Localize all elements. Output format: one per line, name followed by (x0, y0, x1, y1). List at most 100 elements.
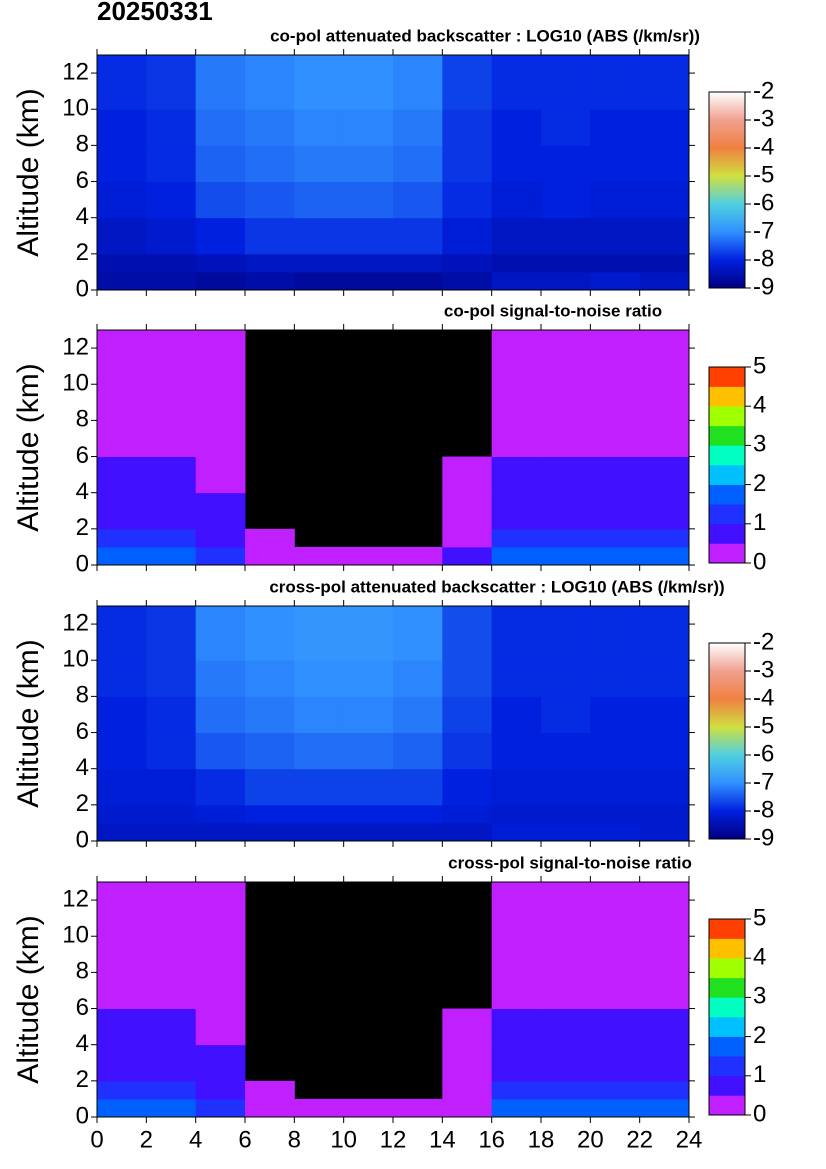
heat-cell (541, 492, 591, 530)
colorbar-tick-label: 0 (753, 1100, 766, 1127)
heat-cell (195, 696, 246, 734)
heat-cell (343, 253, 394, 273)
colorbar-tick-label: -7 (753, 768, 774, 795)
heat-cell (195, 972, 246, 1010)
heat-cell (343, 696, 394, 734)
heat-cell (590, 768, 641, 806)
heat-cell (541, 330, 591, 385)
panel-title: cross-pol signal-to-noise ratio (448, 853, 692, 872)
heat-cell (294, 660, 345, 697)
heat-cell (97, 660, 147, 697)
heat-cell (343, 732, 394, 770)
heat-cell (146, 456, 197, 494)
heat-cell (343, 271, 394, 291)
x-tick-label: 24 (676, 1126, 703, 1153)
heat-cell (97, 1080, 147, 1100)
panel-title: co-pol attenuated backscatter : LOG10 (A… (270, 26, 700, 45)
heat-cell (590, 804, 641, 824)
y-tick-label: 12 (62, 609, 89, 636)
heat-cell (97, 181, 147, 219)
heat-cell (195, 420, 246, 458)
y-tick-label: 4 (76, 203, 89, 230)
heat-cell (343, 55, 394, 110)
heat-cell (97, 768, 147, 806)
heat-cell (294, 768, 345, 806)
heat-cell (491, 253, 542, 273)
heat-cell (639, 420, 690, 458)
heat-cell (491, 546, 542, 566)
heat-cell (195, 384, 246, 421)
y-tick-label: 8 (76, 682, 89, 709)
heat-cell (491, 384, 542, 421)
heat-cell (442, 456, 493, 494)
colorbar-band (709, 958, 745, 979)
heat-cell (343, 660, 394, 697)
y-tick-label: 12 (62, 58, 89, 85)
heat-cell (146, 145, 197, 183)
heat-cell (393, 145, 443, 183)
heat-cell (146, 822, 197, 842)
heat-cell (343, 145, 394, 183)
colorbar-tick-label: 5 (753, 352, 766, 379)
heat-cell (343, 804, 394, 824)
heat-cell (146, 492, 197, 530)
heat-cell (442, 732, 493, 770)
colorbar-band (709, 425, 745, 446)
heat-cell (590, 384, 641, 421)
heat-cell (195, 55, 246, 110)
heat-cell (491, 492, 542, 530)
heat-cell (491, 822, 542, 842)
heat-cell (195, 1098, 246, 1118)
heat-cell (639, 882, 690, 937)
heat-cell (343, 1098, 394, 1118)
colorbar-frame (708, 366, 746, 564)
heat-cell (639, 546, 690, 566)
heat-cell (590, 109, 641, 146)
heat-cell (195, 456, 246, 494)
heat-cell (442, 109, 493, 146)
heat-cell (97, 145, 147, 183)
y-tick-label: 4 (76, 754, 89, 781)
heat-cell (590, 420, 641, 458)
heat-cell (245, 822, 295, 842)
y-tick-label: 10 (62, 370, 89, 397)
heat-cell (541, 546, 591, 566)
heat-cell (590, 1008, 641, 1046)
heat-cell (590, 456, 641, 494)
heat-cell (491, 804, 542, 824)
heat-cell (442, 271, 493, 291)
heat-cell (442, 1080, 493, 1100)
heat-cell (97, 1098, 147, 1118)
y-tick-label: 12 (62, 885, 89, 912)
heat-cell (491, 1098, 542, 1118)
heat-cell (97, 271, 147, 291)
heat-cell (195, 109, 246, 146)
heat-cell (491, 271, 542, 291)
heat-cell (195, 253, 246, 273)
heat-cell (195, 546, 246, 566)
heat-cell (639, 936, 690, 973)
heat-cell (245, 696, 295, 734)
heat-cell (195, 330, 246, 385)
heat-cell (639, 606, 690, 661)
heat-cell (541, 936, 591, 973)
colorbar-tick-label: -4 (753, 133, 774, 160)
heat-cell (590, 1044, 641, 1082)
heat-cell (294, 109, 345, 146)
heat-cell (491, 936, 542, 973)
heat-cell (245, 528, 295, 548)
colorbar-band (709, 997, 745, 1018)
heat-cell (146, 696, 197, 734)
colorbar-tick-label: -6 (753, 189, 774, 216)
heat-cell (541, 253, 591, 273)
heat-cell (639, 1008, 690, 1046)
colorbar-band (709, 406, 745, 427)
heat-cell (590, 822, 641, 842)
colorbar-tick-label: 2 (753, 1022, 766, 1049)
heat-cell (590, 1098, 641, 1118)
heat-cell (393, 606, 443, 661)
colorbar-band (709, 643, 745, 839)
colorbar-tick-label: 3 (753, 983, 766, 1010)
heat-cell (541, 1098, 591, 1118)
